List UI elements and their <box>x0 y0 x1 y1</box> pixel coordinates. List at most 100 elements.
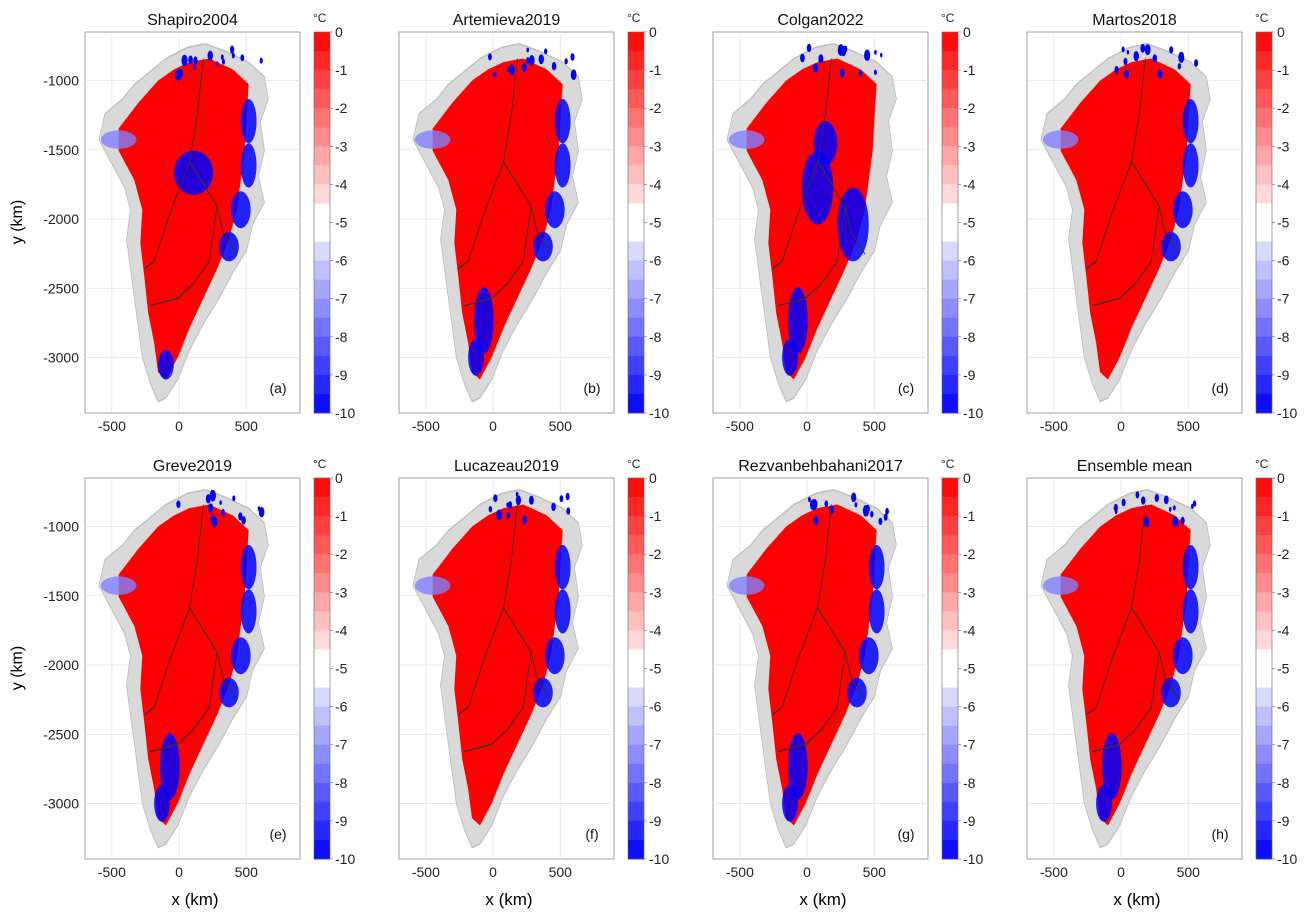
colorbar-tick-label: -5 <box>649 215 662 231</box>
coastal-cold-speck <box>1133 50 1139 62</box>
panel-label: (d) <box>1211 380 1228 396</box>
panel-label: (b) <box>583 380 600 396</box>
colorbar-tick-label: -4 <box>335 176 348 192</box>
colorbar: 0 -1 -2 -3 -4 -5 -6 -7 -8 -9 -10 °C <box>313 457 355 867</box>
colorbar-level <box>314 203 330 223</box>
colorbar-tick-label: -5 <box>1277 661 1290 677</box>
coastal-cold-speck <box>1154 494 1159 502</box>
panel-title: Artemieva2019 <box>453 12 561 29</box>
coastal-cold-speck <box>1178 51 1185 63</box>
colorbar-level <box>314 127 330 147</box>
colorbar-tick-label: -7 <box>649 737 662 753</box>
colorbar-level <box>1256 668 1272 689</box>
colorbar-level <box>1256 374 1272 395</box>
colorbar-level <box>1256 146 1272 166</box>
coastal-cold-speck <box>806 43 812 53</box>
x-axis-label-2: x (km) <box>485 890 532 909</box>
colorbar-level <box>628 725 644 746</box>
colorbar-level <box>314 165 330 185</box>
coastal-cold-speck <box>515 491 519 497</box>
colorbar-level <box>942 165 958 185</box>
drainage-basin-boundaries <box>772 58 866 307</box>
colorbar-tick-label: -1 <box>1277 508 1290 524</box>
colorbar-level <box>314 839 330 860</box>
colorbar-level <box>942 630 958 650</box>
northwest-cold-tongue <box>1042 130 1079 149</box>
coastal-cold-speck <box>851 492 857 503</box>
coastal-cold-speck <box>507 501 513 510</box>
coastal-cold-speck <box>488 53 492 61</box>
coastal-cold-speck <box>493 494 498 503</box>
colorbar-tick-label: -2 <box>649 546 662 562</box>
ice-interior-warm <box>1060 504 1191 826</box>
colorbar-level <box>628 554 644 574</box>
ice-sheet-map <box>1040 488 1211 849</box>
coastal-cold-speck <box>506 511 511 519</box>
colorbar-tick-label: -7 <box>649 291 662 307</box>
panel-8: -500 0 500 Ensemble mean (h) 0 -1 -2 -3 -4 -5 -6 -7 -… <box>1026 457 1297 880</box>
colorbar-tick-label: -3 <box>649 138 662 154</box>
colorbar-level <box>314 611 330 631</box>
cold-region <box>533 677 553 708</box>
coastal-cold-speck <box>508 64 515 76</box>
northwest-cold-tongue <box>414 130 451 149</box>
coastal-cold-speck <box>864 49 871 61</box>
cold-region <box>160 733 180 800</box>
colorbar-tick-label: -3 <box>1277 584 1290 600</box>
colorbar-level <box>628 706 644 727</box>
colorbar-level <box>628 241 644 262</box>
cold-region <box>219 231 239 262</box>
colorbar-level <box>942 279 958 300</box>
colorbar-level <box>1256 165 1272 185</box>
panel-4: -500 0 500 Martos2018 (d) 0 -1 -2 -3 -4 -5 -6 -7 -8 -9… <box>1026 11 1297 434</box>
colorbar: 0 -1 -2 -3 -4 -5 -6 -7 -8 -9 -10 °C <box>627 11 669 421</box>
colorbar-level <box>1256 279 1272 300</box>
panel-label: (h) <box>1211 826 1228 842</box>
colorbar-tick-label: -10 <box>1277 851 1297 867</box>
colorbar-tick-label: -8 <box>649 775 662 791</box>
colorbar-level <box>1256 839 1272 860</box>
coastal-cold-speck <box>1121 498 1126 507</box>
x-tick-label: -500 <box>412 418 440 434</box>
ice-interior-warm <box>1060 58 1191 380</box>
colorbar-tick-label: -10 <box>963 851 983 867</box>
colorbar-tick-label: -3 <box>1277 138 1290 154</box>
coastal-cold-speck <box>1114 65 1119 74</box>
colorbar-tick-label: -8 <box>335 329 348 345</box>
colorbar-level <box>314 573 330 593</box>
colorbar-tick-label: -8 <box>963 329 976 345</box>
northwest-cold-tongue <box>100 576 137 595</box>
colorbar-tick-label: -5 <box>335 661 348 677</box>
coastal-cold-speck <box>522 515 528 525</box>
drainage-basin-boundaries <box>144 58 238 307</box>
colorbar-level <box>1256 801 1272 822</box>
colorbar-tick-label: 0 <box>649 24 657 40</box>
colorbar-level <box>314 298 330 319</box>
colorbar-tick-label: -5 <box>963 215 976 231</box>
northwest-cold-tongue <box>100 130 137 149</box>
colorbar-level <box>942 222 958 243</box>
colorbar-level <box>1256 820 1272 841</box>
panel-2: -500 0 500 Artemieva2019 (b) 0 -1 -2 -3 -4 -5 -6 -7 -… <box>398 11 669 434</box>
colorbar-level <box>942 241 958 262</box>
cold-region <box>801 150 834 225</box>
cold-region <box>219 677 239 708</box>
y-tick-label: -2000 <box>43 211 79 227</box>
coastal-cold-speck <box>209 489 216 502</box>
x-tick-label: 500 <box>863 418 887 434</box>
colorbar-unit: °C <box>627 11 641 25</box>
coastal-cold-speck <box>1194 59 1199 67</box>
colorbar-level <box>628 32 644 52</box>
panel-label: (c) <box>898 380 914 396</box>
cold-region <box>554 589 571 634</box>
coastal-cold-speck <box>880 52 883 58</box>
x-tick-label: 0 <box>175 864 183 880</box>
ice-sheet-map <box>1040 42 1211 403</box>
y-axis-label-top: y (km) <box>9 200 26 244</box>
panel-title: Colgan2022 <box>777 12 863 29</box>
colorbar-level <box>942 725 958 746</box>
colorbar-tick-label: -4 <box>1277 176 1290 192</box>
colorbar-level <box>628 497 644 517</box>
colorbar-level <box>1256 573 1272 593</box>
